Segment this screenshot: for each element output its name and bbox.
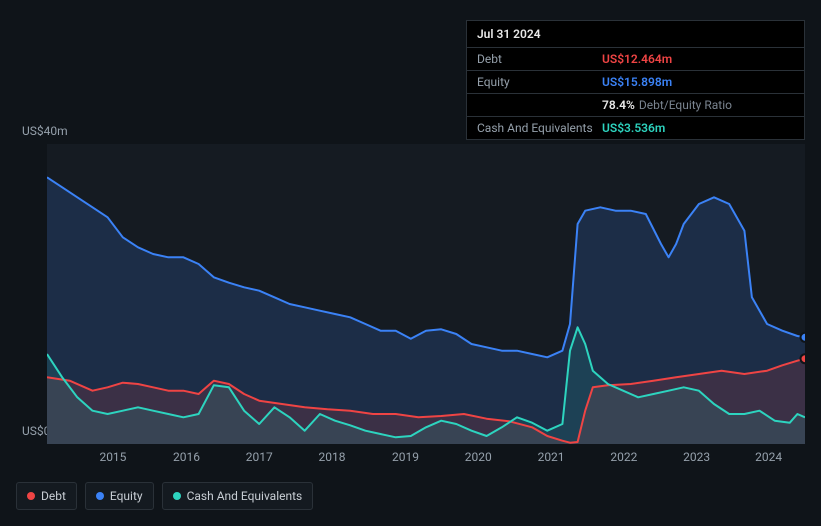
x-axis-labels: 2015 2016 2017 2018 2019 2020 2021 2022 2023 2024 <box>47 450 805 470</box>
x-axis-label: 2022 <box>610 450 637 464</box>
x-axis-label: 2021 <box>538 450 565 464</box>
legend-item-equity[interactable]: Equity <box>85 482 154 510</box>
tooltip-row-value: US$3.536m <box>602 121 665 135</box>
legend-item-cash[interactable]: Cash And Equivalents <box>162 482 314 510</box>
x-axis-label: 2024 <box>755 450 782 464</box>
tooltip-row-label <box>477 98 602 112</box>
x-axis-label: 2016 <box>173 450 200 464</box>
tooltip-row: Cash And EquivalentsUS$3.536m <box>467 117 804 139</box>
x-axis-label: 2020 <box>465 450 492 464</box>
legend-label: Equity <box>110 489 143 503</box>
tooltip-row-label: Equity <box>477 75 602 89</box>
tooltip-row-value: 78.4%Debt/Equity Ratio <box>602 98 732 112</box>
tooltip-box: Jul 31 2024 DebtUS$12.464mEquityUS$15.89… <box>466 20 805 140</box>
legend: Debt Equity Cash And Equivalents <box>16 482 313 510</box>
x-axis-label: 2019 <box>392 450 419 464</box>
chart-area[interactable] <box>47 144 805 444</box>
tooltip-row-label: Debt <box>477 52 602 66</box>
legend-dot-icon <box>173 492 181 500</box>
equity-end-marker <box>801 333 806 342</box>
tooltip-row: 78.4%Debt/Equity Ratio <box>467 94 804 117</box>
tooltip-row-value: US$15.898m <box>602 75 672 89</box>
legend-dot-icon <box>27 492 35 500</box>
y-axis-label-top: US$40m <box>22 124 68 138</box>
tooltip-row: DebtUS$12.464m <box>467 48 804 71</box>
x-axis-label: 2023 <box>683 450 710 464</box>
tooltip-row: EquityUS$15.898m <box>467 71 804 94</box>
tooltip-row-sub: Debt/Equity Ratio <box>639 98 732 112</box>
tooltip-row-label: Cash And Equivalents <box>477 121 602 135</box>
legend-dot-icon <box>96 492 104 500</box>
tooltip-date: Jul 31 2024 <box>467 21 804 48</box>
tooltip-row-value: US$12.464m <box>602 52 672 66</box>
x-axis-label: 2018 <box>319 450 346 464</box>
x-axis-label: 2015 <box>99 450 126 464</box>
chart-svg <box>47 144 805 444</box>
x-axis-label: 2017 <box>246 450 273 464</box>
debt-end-marker <box>801 354 806 363</box>
legend-item-debt[interactable]: Debt <box>16 482 77 510</box>
legend-label: Debt <box>41 489 66 503</box>
legend-label: Cash And Equivalents <box>187 489 303 503</box>
